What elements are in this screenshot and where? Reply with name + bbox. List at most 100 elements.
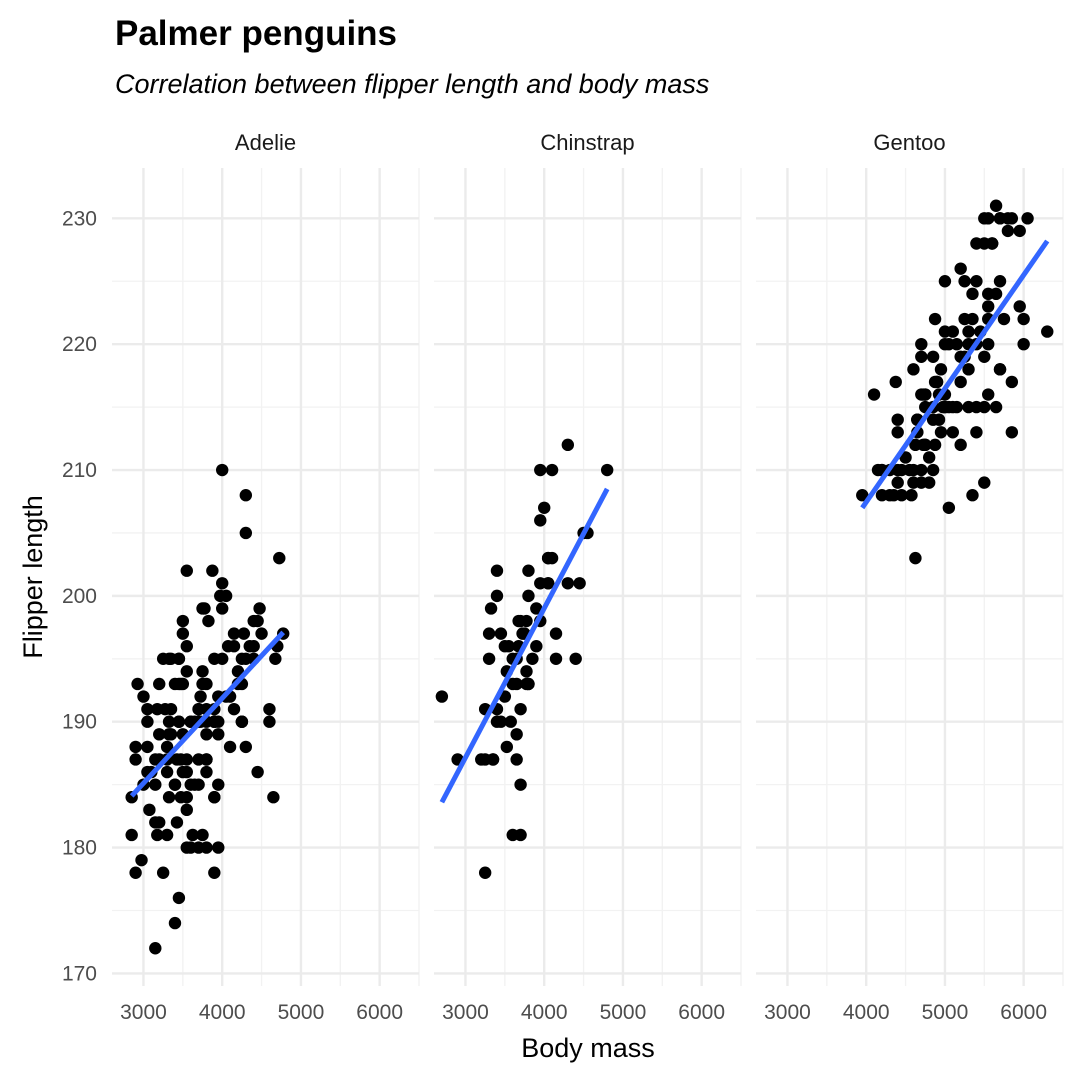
data-point bbox=[188, 778, 201, 791]
data-point bbox=[934, 363, 948, 376]
data-point bbox=[200, 765, 213, 779]
data-point bbox=[174, 791, 188, 804]
data-point bbox=[151, 828, 164, 842]
data-point bbox=[526, 652, 539, 665]
data-point bbox=[600, 463, 614, 477]
data-point bbox=[141, 740, 154, 754]
data-point bbox=[194, 690, 207, 703]
data-point bbox=[510, 728, 523, 741]
data-point bbox=[239, 740, 253, 754]
data-point bbox=[153, 677, 166, 691]
data-point bbox=[269, 652, 282, 665]
data-point bbox=[196, 665, 209, 678]
data-point bbox=[216, 652, 229, 665]
data-point bbox=[867, 388, 881, 401]
data-point bbox=[932, 413, 946, 426]
data-point bbox=[172, 891, 186, 905]
data-point bbox=[253, 602, 266, 615]
data-point bbox=[263, 715, 276, 728]
data-point bbox=[192, 753, 205, 766]
data-point bbox=[263, 702, 276, 716]
data-point bbox=[909, 551, 922, 565]
data-point bbox=[573, 577, 586, 590]
data-point bbox=[561, 577, 575, 590]
data-point bbox=[938, 275, 952, 288]
data-point bbox=[534, 514, 547, 527]
data-point bbox=[926, 463, 940, 477]
data-point bbox=[954, 438, 967, 452]
data-point bbox=[891, 476, 904, 489]
data-point bbox=[192, 702, 205, 716]
data-point bbox=[915, 463, 928, 477]
data-point bbox=[486, 753, 500, 766]
data-point bbox=[135, 853, 148, 867]
data-point bbox=[196, 828, 209, 842]
data-point bbox=[520, 677, 533, 691]
chart-subtitle: Correlation between flipper length and b… bbox=[115, 69, 709, 99]
data-point bbox=[243, 640, 256, 653]
x-tick-label: 3000 bbox=[120, 1001, 167, 1024]
data-point bbox=[1005, 212, 1019, 225]
data-point bbox=[1017, 312, 1030, 326]
data-point bbox=[958, 275, 971, 288]
data-point bbox=[1005, 375, 1019, 389]
data-point bbox=[251, 765, 264, 779]
data-point bbox=[520, 665, 533, 678]
data-point bbox=[966, 489, 979, 502]
facet-panels: Adelie 3000 4000 5000 6000 Chinstrap 3000 4000 5… bbox=[112, 130, 1064, 1024]
x-tick-label: 5000 bbox=[278, 1001, 325, 1024]
data-point bbox=[131, 677, 144, 691]
data-point bbox=[891, 413, 904, 426]
data-point bbox=[875, 489, 889, 502]
data-point bbox=[200, 841, 213, 854]
data-point bbox=[498, 640, 512, 653]
data-point bbox=[227, 702, 241, 716]
data-point bbox=[143, 803, 156, 817]
data-point bbox=[970, 426, 983, 439]
data-point bbox=[946, 325, 959, 338]
facet-label: Adelie bbox=[235, 130, 296, 155]
data-point bbox=[978, 476, 991, 489]
data-point bbox=[549, 627, 563, 640]
facet-label: Gentoo bbox=[873, 130, 945, 155]
data-point bbox=[917, 388, 930, 401]
data-point bbox=[934, 426, 948, 439]
data-point bbox=[899, 451, 912, 464]
data-point bbox=[905, 489, 918, 502]
data-point bbox=[514, 778, 527, 791]
x-tick-label: 6000 bbox=[356, 1001, 403, 1024]
facet-panel-adelie: Adelie 3000 4000 5000 6000 bbox=[112, 130, 420, 1024]
data-point bbox=[206, 564, 219, 577]
data-point bbox=[180, 841, 193, 854]
y-tick-label: 200 bbox=[62, 585, 97, 608]
data-point bbox=[176, 627, 190, 640]
data-point bbox=[239, 526, 253, 540]
data-point bbox=[946, 426, 959, 439]
data-point bbox=[180, 765, 193, 779]
chart-title: Palmer penguins bbox=[115, 14, 397, 53]
data-point bbox=[1001, 224, 1015, 238]
regression-line bbox=[439, 487, 610, 804]
x-tick-label: 6000 bbox=[678, 1001, 725, 1024]
data-point bbox=[928, 312, 942, 326]
data-point bbox=[200, 728, 213, 741]
data-point bbox=[978, 212, 991, 225]
data-point bbox=[522, 589, 535, 603]
data-point bbox=[989, 400, 1003, 414]
data-point bbox=[478, 866, 492, 879]
data-point bbox=[484, 602, 498, 615]
data-point bbox=[168, 677, 182, 691]
data-point bbox=[889, 375, 902, 389]
y-tick-label: 230 bbox=[62, 207, 97, 230]
data-point bbox=[1013, 300, 1026, 313]
data-point bbox=[221, 640, 235, 653]
data-point bbox=[962, 400, 975, 414]
x-tick-label: 5000 bbox=[922, 1001, 969, 1024]
data-point bbox=[174, 753, 188, 766]
data-point bbox=[129, 753, 142, 766]
data-point bbox=[223, 740, 237, 754]
data-point bbox=[500, 740, 514, 754]
data-point bbox=[149, 816, 162, 829]
data-point bbox=[978, 400, 991, 414]
